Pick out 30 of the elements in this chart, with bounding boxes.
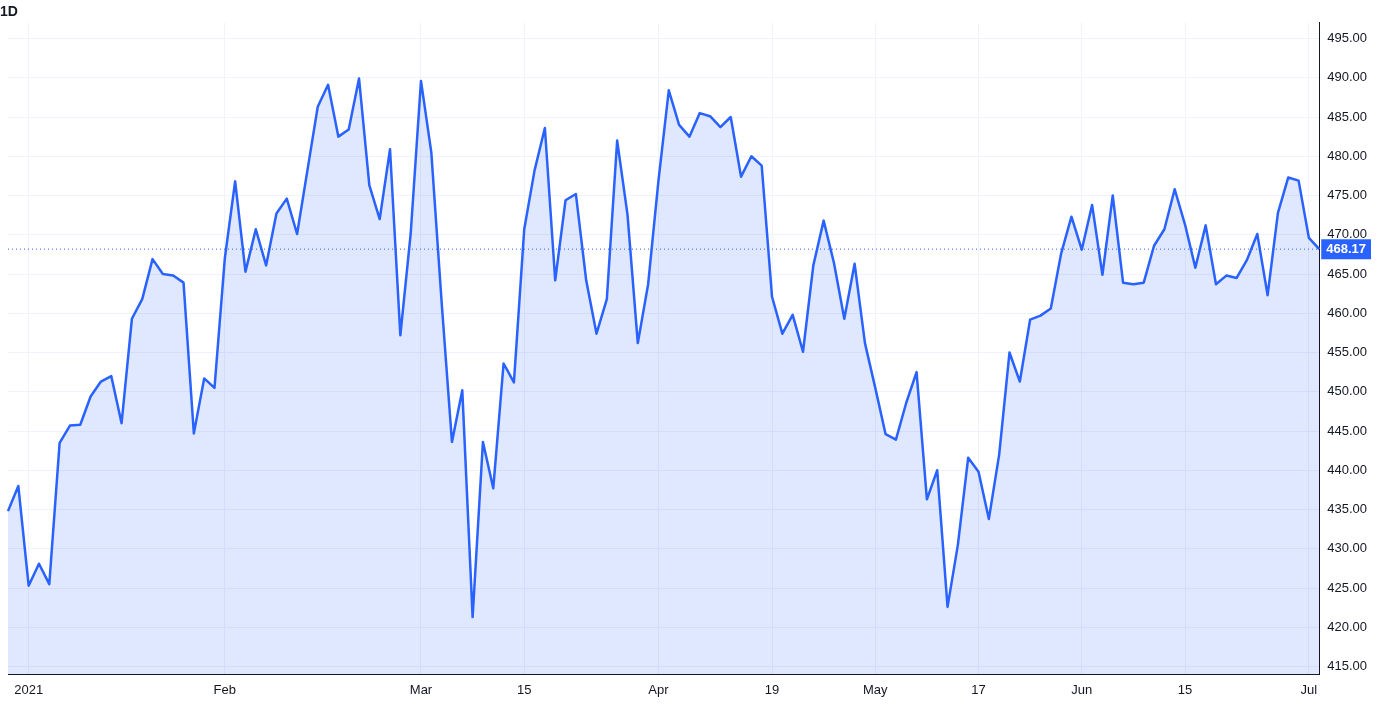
y-tick-label: 450.00 bbox=[1327, 383, 1367, 399]
x-tick-label: May bbox=[862, 681, 889, 697]
x-tick-label: 17 bbox=[971, 681, 986, 697]
chart-title: 1D bbox=[0, 3, 18, 20]
ref-line-label: 468.17 bbox=[1326, 240, 1366, 256]
y-tick-label: 480.00 bbox=[1327, 147, 1367, 163]
y-tick-label: 475.00 bbox=[1327, 187, 1367, 203]
x-tick-label: 15 bbox=[517, 681, 532, 697]
x-tick-label: Feb bbox=[213, 681, 237, 697]
x-tick-label: Apr bbox=[648, 681, 670, 697]
x-tick-label: 2021 bbox=[14, 681, 44, 697]
y-tick-label: 465.00 bbox=[1327, 265, 1367, 281]
x-tick-label: Jul bbox=[1300, 681, 1318, 697]
y-tick-label: 455.00 bbox=[1327, 344, 1367, 360]
y-tick-label: 470.00 bbox=[1327, 226, 1367, 242]
y-tick-label: 495.00 bbox=[1327, 30, 1367, 46]
y-tick-label: 485.00 bbox=[1327, 108, 1367, 124]
y-tick-label: 445.00 bbox=[1327, 422, 1367, 438]
y-tick-label: 460.00 bbox=[1327, 304, 1367, 320]
x-tick-label: 19 bbox=[764, 681, 780, 697]
y-tick-label: 415.00 bbox=[1327, 658, 1367, 674]
x-tick-label: 15 bbox=[1177, 681, 1193, 697]
x-tick-label: Mar bbox=[409, 681, 433, 697]
x-tick-label: Jun bbox=[1071, 681, 1093, 697]
y-tick-label: 490.00 bbox=[1327, 69, 1367, 85]
y-tick-label: 425.00 bbox=[1327, 579, 1367, 595]
y-tick-label: 435.00 bbox=[1327, 501, 1367, 517]
y-tick-label: 430.00 bbox=[1327, 540, 1367, 556]
y-tick-label: 440.00 bbox=[1327, 461, 1367, 477]
y-tick-label: 420.00 bbox=[1327, 618, 1367, 634]
